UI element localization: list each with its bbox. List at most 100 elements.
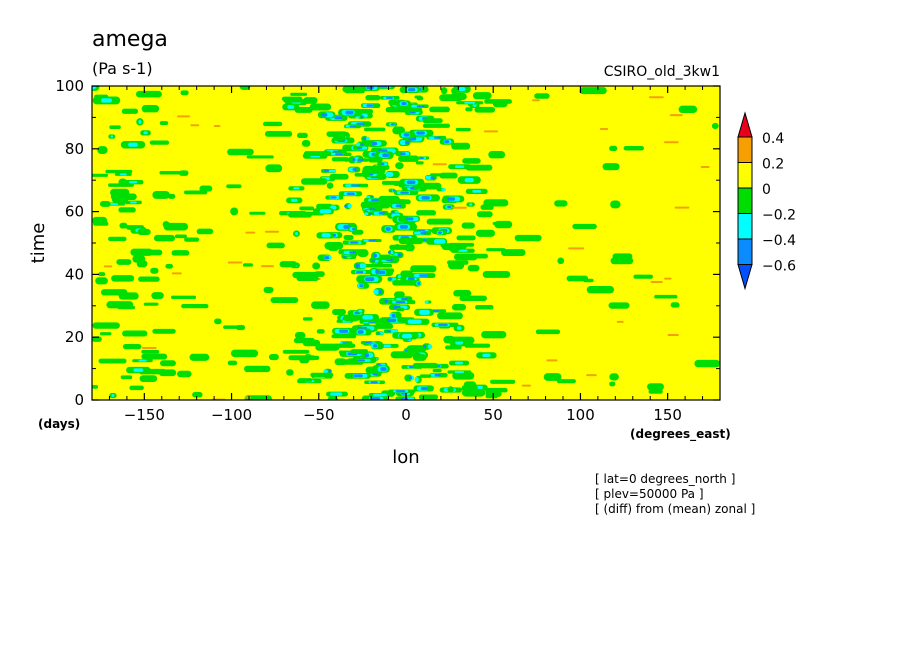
heatmap-cell — [490, 379, 516, 384]
heatmap-cell — [177, 115, 190, 118]
heatmap-cell — [453, 290, 472, 297]
heatmap-cell — [456, 326, 462, 330]
heatmap-cell — [245, 231, 256, 234]
heatmap-cell — [141, 104, 160, 113]
y-tick-label: 40 — [65, 265, 84, 283]
heatmap-cell — [396, 307, 405, 312]
heatmap-cell — [410, 265, 437, 273]
heatmap-cell — [455, 340, 464, 345]
heatmap-cell — [334, 116, 343, 120]
heatmap-cell — [602, 163, 620, 171]
heatmap-cell — [373, 253, 378, 258]
heatmap-cell — [162, 221, 170, 228]
heatmap-cell — [294, 106, 313, 113]
heatmap-cell — [423, 344, 427, 349]
heatmap-cell — [118, 207, 136, 213]
heatmap-cell — [678, 105, 698, 114]
heatmap-cell — [451, 87, 458, 95]
heatmap-cell — [366, 104, 374, 107]
heatmap-cell — [133, 368, 144, 372]
heatmap-cell — [468, 203, 473, 206]
heatmap-cell — [230, 207, 239, 216]
heatmap-cell — [327, 169, 337, 173]
heatmap-cell — [494, 220, 513, 229]
colorbar-swatch — [737, 162, 753, 189]
heatmap-cell — [405, 217, 414, 221]
heatmap-cell — [371, 141, 378, 146]
heatmap-cell — [382, 153, 390, 158]
heatmap-cell — [416, 210, 437, 216]
heatmap-cell — [138, 119, 142, 124]
heatmap-cell — [160, 360, 176, 367]
heatmap-cell — [419, 309, 431, 315]
heatmap-cell — [390, 123, 395, 126]
heatmap-cell — [586, 286, 615, 294]
heatmap-cell — [400, 191, 409, 194]
heatmap-cell — [129, 385, 144, 391]
heatmap-cell — [130, 248, 153, 256]
colorbar-label: 0.4 — [762, 131, 784, 147]
colorbar-label: −0.6 — [762, 259, 796, 275]
heatmap-cell — [586, 374, 597, 377]
heatmap-cell — [149, 140, 170, 145]
heatmap-cell — [138, 359, 147, 362]
heatmap-cell — [98, 358, 127, 364]
x-tick-label: −100 — [211, 406, 252, 424]
heatmap-cell — [532, 99, 540, 102]
heatmap-cell — [246, 155, 274, 159]
heatmap-cell — [371, 269, 377, 275]
heatmap-cell — [119, 222, 128, 229]
heatmap-cell — [141, 349, 160, 354]
colorbar-arrow-top — [737, 111, 753, 138]
heatmap-cell — [119, 173, 127, 176]
heatmap-cell — [448, 261, 465, 270]
heatmap-cell — [190, 124, 200, 127]
heatmap-cell — [345, 110, 354, 115]
heatmap-cell — [648, 389, 663, 394]
heatmap-cell — [303, 97, 318, 104]
heatmap-cell — [177, 370, 192, 378]
heatmap-cell — [347, 203, 352, 209]
heatmap-cell — [95, 277, 108, 285]
heatmap-cell — [311, 301, 330, 309]
heatmap-cell — [360, 142, 364, 146]
heatmap-cell — [385, 227, 391, 231]
heatmap-cell — [368, 212, 372, 215]
heatmap-cell — [99, 201, 111, 207]
heatmap-cell — [290, 198, 298, 202]
colorbar-label: 0 — [762, 182, 771, 198]
heatmap-cell — [92, 384, 99, 389]
heatmap-cell — [395, 162, 404, 169]
heatmap-cell — [270, 297, 299, 304]
heatmap-cell — [534, 93, 550, 99]
heatmap-cell — [386, 318, 397, 322]
heatmap-cell — [110, 135, 114, 138]
heatmap-cell — [357, 146, 363, 149]
heatmap-cell — [458, 249, 468, 252]
heatmap-cell — [475, 229, 496, 237]
heatmap-cell — [401, 297, 408, 301]
heatmap-cell — [400, 152, 406, 156]
heatmap-cell — [459, 295, 487, 302]
heatmap-cell — [103, 265, 113, 268]
heatmap-cell — [460, 253, 488, 259]
heatmap-cell — [261, 265, 274, 268]
heatmap-cell — [401, 333, 413, 339]
heatmap-cell — [358, 309, 363, 313]
heatmap-cell — [398, 237, 424, 245]
heatmap-cell — [452, 371, 475, 380]
heatmap-cell — [302, 317, 313, 321]
heatmap-cell — [324, 242, 344, 250]
heatmap-cell — [352, 157, 356, 162]
heatmap-cell — [417, 281, 421, 285]
heatmap-cell — [422, 118, 443, 124]
heatmap-cell — [454, 371, 465, 374]
heatmap-cell — [118, 292, 139, 300]
heatmap-cell — [287, 105, 295, 109]
heatmap-cell — [366, 86, 374, 90]
x-tick-label: 50 — [484, 406, 503, 424]
heatmap-cell — [281, 96, 303, 102]
heatmap-cell — [355, 359, 365, 362]
heatmap-cell — [196, 228, 214, 235]
